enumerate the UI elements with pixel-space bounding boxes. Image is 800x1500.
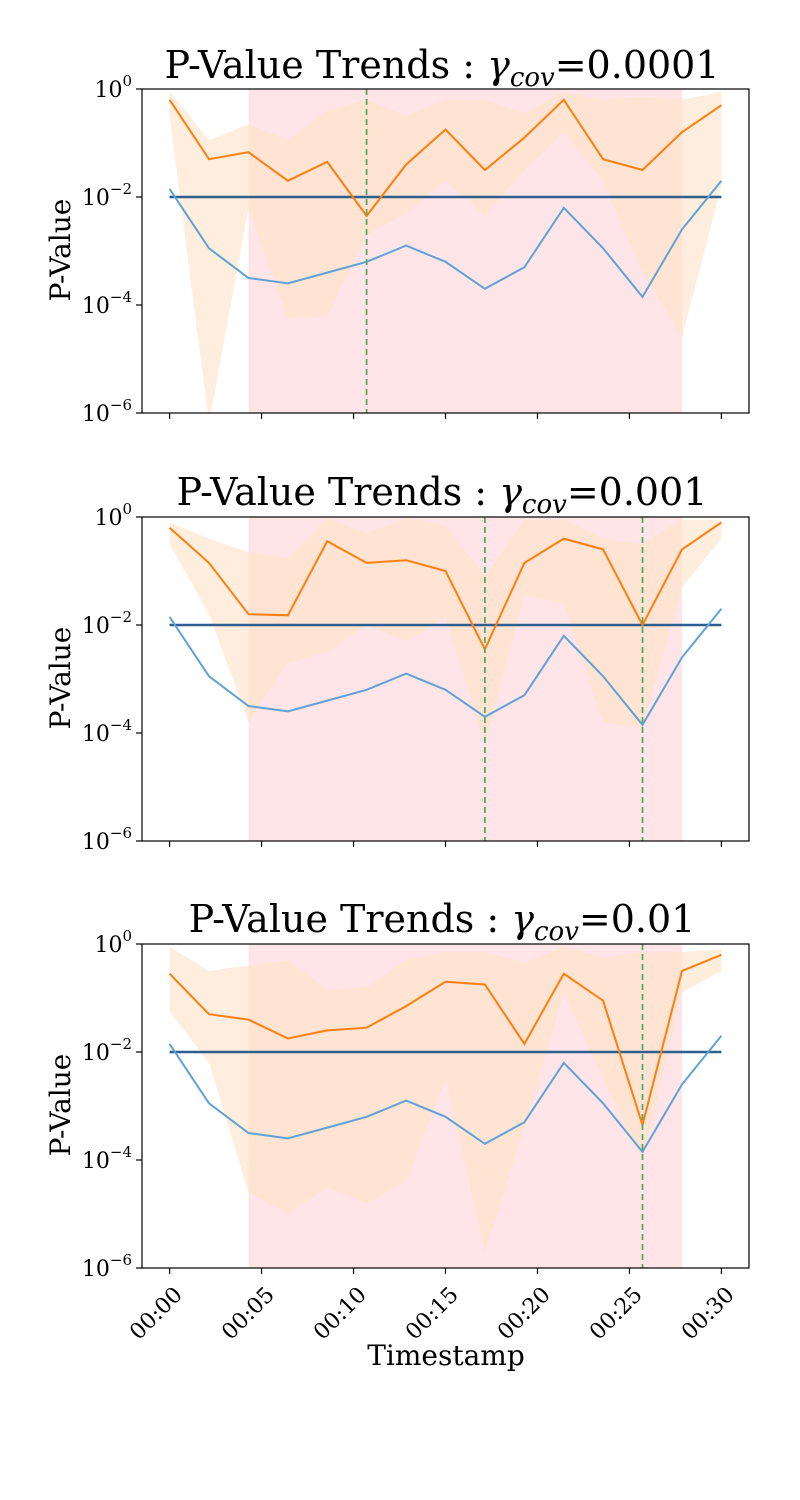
x-tick-label: 00:05 — [217, 1283, 280, 1346]
blue-series-line — [168, 1035, 723, 1154]
x-tick-label: 00:20 — [493, 1283, 556, 1346]
plot-body — [168, 517, 723, 841]
panel-title: P-Value Trends : γcov=0.001 — [177, 470, 708, 520]
x-tick-label: 00:30 — [677, 1283, 740, 1346]
y-tick-label: 10−2 — [82, 180, 132, 211]
y-tick-label: 10−4 — [82, 716, 132, 747]
y-tick-label: 10−2 — [82, 1035, 132, 1066]
panel-2: P-Value Trends : γcov=0.001 P-Value 1001… — [44, 470, 750, 855]
plot-area: 100 10−2 10−4 10−6 — [82, 72, 750, 427]
y-tick-label: 100 — [94, 927, 132, 958]
y-tick-label: 10−2 — [82, 608, 132, 639]
y-tick-label: 100 — [94, 72, 132, 103]
plot-body — [168, 944, 723, 1268]
panel-title: P-Value Trends : γcov=0.01 — [189, 897, 696, 947]
y-axis-label: P-Value — [44, 1054, 77, 1157]
orange-series-line — [168, 953, 722, 1129]
y-tick-label: 10−6 — [82, 824, 132, 855]
y-tick-label: 100 — [94, 500, 132, 531]
orange-series-line — [168, 521, 722, 652]
plot-area: 100 10−2 10−4 10−6 — [82, 500, 750, 855]
x-tick-label: 00:15 — [401, 1283, 464, 1346]
plot-area: 100 10−2 10−4 10−600:00 00:05 00:10 00:15 00:20… — [82, 927, 750, 1346]
confidence-band — [169, 946, 722, 1252]
orange-series-line — [168, 98, 722, 218]
panel-3: P-Value Trends : γcov=0.01 P-Value 10010… — [44, 897, 750, 1346]
panel-1: P-Value Trends : γcov=0.0001 P-Value 100… — [44, 43, 750, 427]
blue-series-line — [168, 180, 723, 299]
y-tick-label: 10−4 — [82, 288, 132, 319]
plot-body — [168, 89, 723, 413]
y-tick-label: 10−6 — [82, 396, 132, 427]
y-tick-label: 10−6 — [82, 1251, 132, 1282]
panel-title: P-Value Trends : γcov=0.0001 — [164, 43, 719, 93]
x-tick-label: 00:25 — [585, 1283, 648, 1346]
y-axis-label: P-Value — [44, 199, 77, 302]
x-axis-label: Timestamp — [367, 1339, 525, 1372]
confidence-band — [169, 518, 722, 744]
x-tick-label: 00:10 — [309, 1283, 372, 1346]
y-axis-label: P-Value — [44, 627, 77, 730]
y-tick-label: 10−4 — [82, 1143, 132, 1174]
blue-series-line — [168, 608, 723, 727]
x-tick-label: 00:00 — [125, 1283, 188, 1346]
